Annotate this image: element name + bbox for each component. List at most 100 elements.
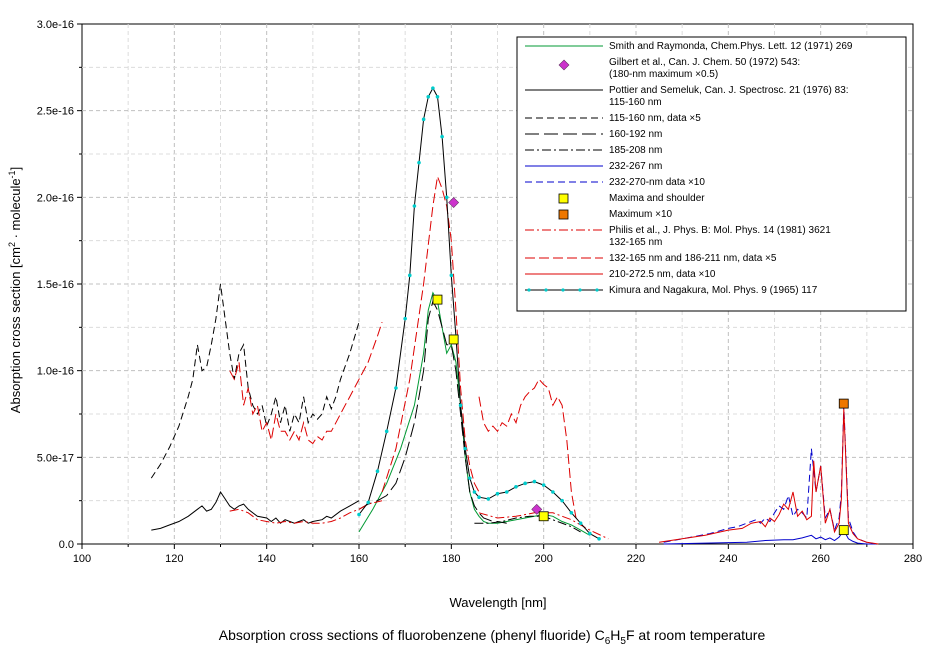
title-subscript: 6: [605, 636, 611, 647]
marker-square: [838, 398, 849, 409]
title-part: H: [610, 627, 620, 643]
series-line: [151, 490, 360, 531]
series-point: [560, 498, 564, 503]
legend: Smith and Raymonda, Chem.Phys. Lett. 12 …: [516, 36, 907, 312]
series-point: [569, 511, 574, 515]
series-point: [417, 160, 421, 165]
y-tick-label: 1.0e-16: [37, 366, 74, 378]
y-axis-label-part: Absorption cross section [cm: [8, 247, 23, 413]
x-tick-label: 160: [350, 553, 368, 565]
legend-dot: [578, 288, 582, 292]
legend-label: (180-nm maximum ×0.5): [609, 69, 718, 80]
legend-label: Smith and Raymonda, Chem.Phys. Lett. 12 …: [609, 41, 853, 52]
legend-diamond: [558, 59, 570, 71]
series-point: [472, 490, 477, 494]
legend-dot: [595, 288, 599, 292]
series-point: [384, 429, 389, 434]
legend-label: 132-165 nm: [609, 237, 662, 248]
series-point: [514, 485, 518, 489]
y-axis-label-sup: 2: [7, 242, 17, 247]
series-point: [588, 531, 592, 536]
legend-dot: [527, 288, 531, 292]
y-tick-label: 2.5e-16: [37, 106, 74, 118]
series-point: [357, 512, 361, 517]
legend-box: [516, 36, 907, 312]
x-axis-label: Wavelength [nm]: [449, 595, 546, 610]
legend-label: 132-165 nm and 186-211 nm, data ×5: [609, 253, 777, 264]
x-tick-label: 140: [257, 553, 275, 565]
series-point: [541, 483, 546, 487]
legend-label: 232-270-nm data ×10: [609, 177, 705, 188]
legend-square: [558, 209, 569, 220]
series-point: [431, 86, 435, 90]
y-tick-label: 2.0e-16: [37, 192, 74, 204]
series-line: [478, 512, 609, 540]
series-point: [458, 403, 463, 408]
legend-label: 160-192 nm: [609, 129, 662, 140]
marker-square: [448, 334, 459, 345]
y-axis-label-sup: -1: [7, 170, 17, 178]
series-line: [229, 321, 577, 519]
series-point: [495, 491, 500, 496]
series-point: [477, 495, 481, 500]
x-tick-label: 180: [442, 553, 460, 565]
series-point: [440, 134, 444, 139]
legend-symbol: [525, 288, 603, 292]
title-part: Absorption cross sections of fluorobenze…: [219, 627, 605, 643]
y-tick-label: 0.0: [59, 539, 74, 551]
series-line: [150, 283, 360, 479]
marker-diamond: [448, 197, 460, 208]
series-point: [394, 386, 398, 390]
series-point: [421, 117, 426, 122]
marker-square: [538, 511, 549, 522]
series-point: [407, 273, 412, 278]
series-point: [444, 195, 449, 200]
series-point: [468, 476, 472, 480]
series-point: [523, 481, 527, 486]
series-point: [403, 316, 407, 321]
title-subscript: 5: [620, 636, 626, 647]
x-tick-label: 200: [534, 553, 552, 565]
series-point: [463, 446, 467, 451]
series-point: [366, 500, 371, 505]
series-point: [532, 479, 537, 484]
series-point: [375, 469, 380, 474]
x-tick-label: 240: [719, 553, 737, 565]
series-point: [578, 521, 583, 525]
x-tick-label: 280: [904, 553, 922, 565]
x-tick-label: 120: [165, 553, 183, 565]
legend-dot: [544, 288, 548, 292]
series-point: [597, 537, 601, 541]
y-axis-label: Absorption cross section [cm2 · molecule…: [7, 167, 23, 413]
x-tick-label: 260: [811, 553, 829, 565]
series-point: [426, 95, 431, 99]
series-point: [449, 273, 454, 278]
title-part: F at room temperature: [626, 627, 765, 643]
legend-label: 232-267 nm: [609, 161, 662, 172]
series-point: [412, 204, 417, 208]
series-line: [474, 515, 581, 533]
series-point: [486, 497, 491, 501]
legend-label: Philis et al., J. Phys. B: Mol. Phys. 14…: [609, 225, 831, 236]
legend-label: Maximum ×10: [609, 209, 673, 220]
legend-label: 115-160 nm: [609, 97, 662, 108]
y-tick-label: 1.5e-16: [37, 279, 74, 291]
legend-label: 210-272.5 nm, data ×10: [609, 269, 716, 280]
y-tick-label: 3.0e-16: [37, 19, 74, 31]
y-tick-label: 5.0e-17: [37, 452, 74, 464]
series-point: [551, 490, 555, 494]
legend-square: [558, 193, 569, 204]
chart-title: Absorption cross sections of fluorobenze…: [219, 627, 766, 647]
x-tick-label: 100: [73, 553, 91, 565]
series-line: [659, 408, 879, 545]
legend-symbol: [558, 59, 570, 71]
legend-label: Pottier and Semeluk, Can. J. Spectrosc. …: [609, 85, 849, 96]
legend-label: 185-208 nm: [609, 145, 662, 156]
legend-label: Maxima and shoulder: [609, 193, 705, 204]
series-line: [381, 174, 480, 493]
legend-label: 115-160 nm, data ×5: [609, 113, 701, 124]
series-point: [435, 95, 440, 99]
y-axis-label-part: ]: [8, 167, 23, 171]
marker-square: [432, 294, 443, 305]
